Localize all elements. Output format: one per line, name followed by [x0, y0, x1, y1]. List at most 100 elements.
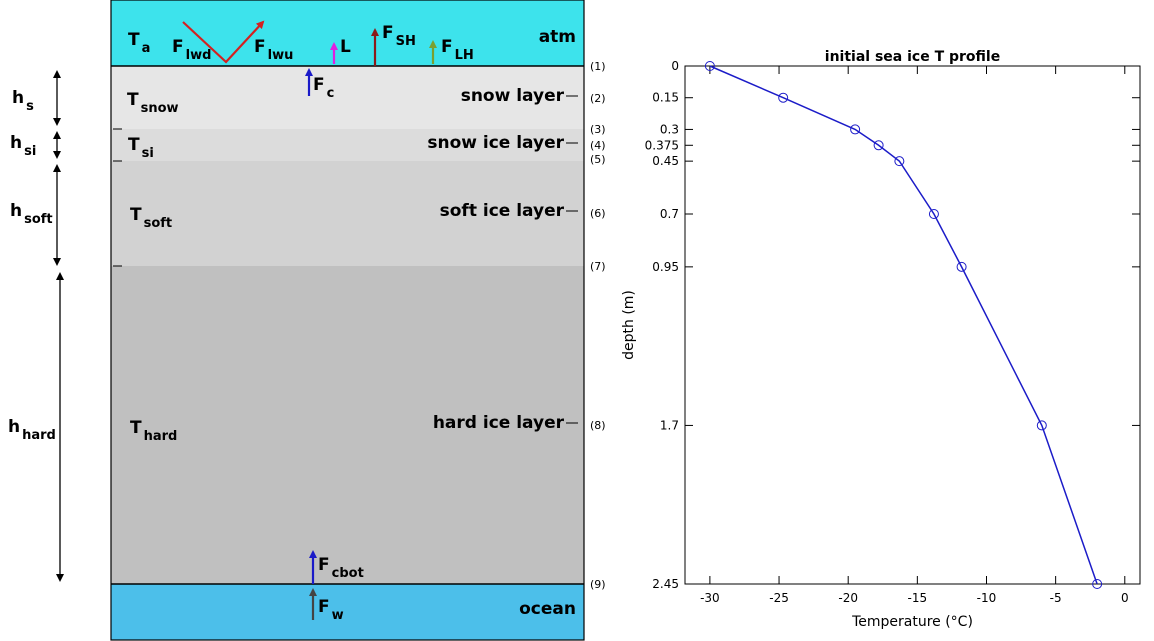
- symbol-sub: s: [26, 99, 34, 114]
- level-label: (4): [590, 139, 606, 152]
- frame: [110, 0, 585, 641]
- symbol-sub: w: [332, 608, 344, 623]
- point: [956, 261, 967, 272]
- arrows: [53, 20, 437, 620]
- level-label: (6): [590, 207, 606, 220]
- symbol: h hard: [8, 417, 56, 443]
- longwave-arrow: [182, 20, 265, 64]
- symbol-main: T: [130, 205, 142, 225]
- y-tick-label: 0: [671, 59, 679, 73]
- layer: [111, 129, 584, 161]
- symbol-main: F: [318, 597, 330, 617]
- point: [873, 140, 884, 151]
- symbol-main: T: [128, 135, 140, 155]
- point: [1092, 579, 1103, 589]
- symbol-sub: si: [24, 144, 36, 159]
- level-label: (1): [590, 60, 606, 73]
- symbol-sub: soft: [144, 216, 173, 231]
- layer: [111, 266, 584, 584]
- symbol-main: h: [10, 133, 22, 153]
- level-label: (7): [590, 260, 606, 273]
- point: [850, 124, 861, 135]
- x-axis-label: Temperature (°C): [851, 614, 973, 630]
- x-tick-label: 0: [1121, 591, 1129, 605]
- level-label: (2): [590, 92, 606, 105]
- symbol-sub: hard: [144, 429, 178, 444]
- symbol-sub: soft: [24, 212, 53, 227]
- symbol-main: T: [128, 30, 140, 50]
- y-tick-label: 0.15: [652, 91, 679, 105]
- symbol: F SH: [382, 23, 416, 49]
- chart: 0 0.15 0.3 0.375 0.45 0.7 0.95 1.7 2.45 -30 -25 -20…: [621, 49, 1141, 630]
- symbol-main: T: [130, 418, 142, 438]
- symbol-main: F: [382, 23, 394, 43]
- symbol-main: F: [318, 555, 330, 575]
- symbol-main: h: [12, 88, 24, 108]
- point: [928, 209, 939, 219]
- layer-name: hard ice layer: [433, 413, 565, 433]
- symbol-main: F: [254, 37, 266, 57]
- chart-title: initial sea ice T profile: [825, 49, 1000, 65]
- symbol-sub: LH: [455, 48, 474, 63]
- symbol: h soft: [10, 201, 53, 227]
- y-tick-label: 0.7: [660, 207, 679, 221]
- symbol-main: h: [8, 417, 20, 437]
- symbol-main: L: [340, 37, 351, 57]
- x-tick-label: -25: [769, 591, 789, 605]
- level-label: (5): [590, 153, 606, 166]
- y-tick-label: 0.45: [652, 154, 679, 168]
- layer-name: snow layer: [461, 86, 565, 106]
- layers: [110, 0, 585, 641]
- level-label: (9): [590, 578, 606, 591]
- layer: [111, 66, 584, 129]
- point: [704, 61, 715, 71]
- symbol-main: T: [127, 90, 139, 110]
- symbol-sub: snow: [141, 101, 179, 116]
- layer-name: ocean: [519, 599, 576, 619]
- symbol: h si: [10, 133, 36, 159]
- symbol-main: h: [10, 201, 22, 221]
- y-tick-label: 0.95: [652, 260, 679, 274]
- profile-line: [709, 65, 1098, 585]
- symbol-sub: SH: [396, 34, 416, 49]
- layer-name: snow ice layer: [427, 133, 564, 153]
- level-label: (8): [590, 419, 606, 432]
- symbol-main: F: [441, 37, 453, 57]
- symbol-sub: cbot: [332, 566, 364, 581]
- symbol-main: F: [172, 37, 184, 57]
- point: [1036, 420, 1047, 431]
- layer-name: soft ice layer: [440, 201, 565, 221]
- x-tick-label: -30: [700, 591, 720, 605]
- point: [894, 156, 905, 167]
- x-tick-label: -5: [1050, 591, 1062, 605]
- y-tick-label: 0.3: [660, 122, 679, 136]
- level-label: (3): [590, 123, 606, 136]
- layer: [111, 161, 584, 266]
- y-tick-label: 0.375: [645, 138, 679, 152]
- symbol-sub: lwd: [186, 48, 212, 63]
- y-tick-label: 2.45: [652, 577, 679, 591]
- diagram-labels: atm snow layer snow ice layer soft ice laye…: [8, 23, 606, 623]
- symbol-sub: a: [142, 41, 151, 56]
- layer: [111, 0, 584, 66]
- layer: [111, 584, 584, 640]
- y-tick-label: 1.7: [660, 418, 679, 432]
- point: [778, 92, 789, 103]
- y-axis-label: depth (m): [621, 290, 637, 360]
- symbol-sub: si: [142, 146, 154, 161]
- symbol-sub: c: [327, 86, 335, 101]
- layer-name: atm: [539, 27, 576, 47]
- thickness-arrows: [53, 70, 64, 582]
